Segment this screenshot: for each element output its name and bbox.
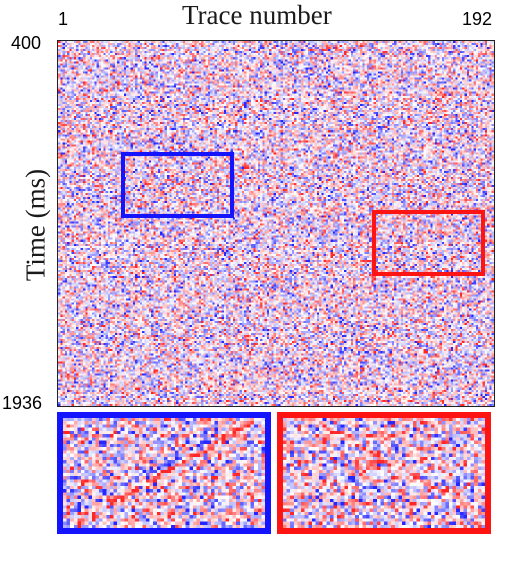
seismic-image [58, 41, 494, 406]
red-highlight-box [372, 210, 485, 276]
plot-title: Trace number [182, 0, 332, 30]
seismic-section [57, 40, 495, 407]
x-tick-end: 192 [462, 9, 493, 29]
blue-highlight-box [121, 152, 234, 218]
red-zoom-panel [277, 412, 491, 534]
x-tick-start: 1 [58, 9, 69, 29]
blue-zoom-panel [57, 412, 271, 534]
y-axis-label: Time (ms) [20, 168, 51, 282]
y-tick-end: 1936 [2, 393, 43, 413]
red-zoom-image [283, 418, 485, 528]
blue-zoom-image [63, 418, 265, 528]
y-tick-start: 400 [11, 33, 42, 53]
